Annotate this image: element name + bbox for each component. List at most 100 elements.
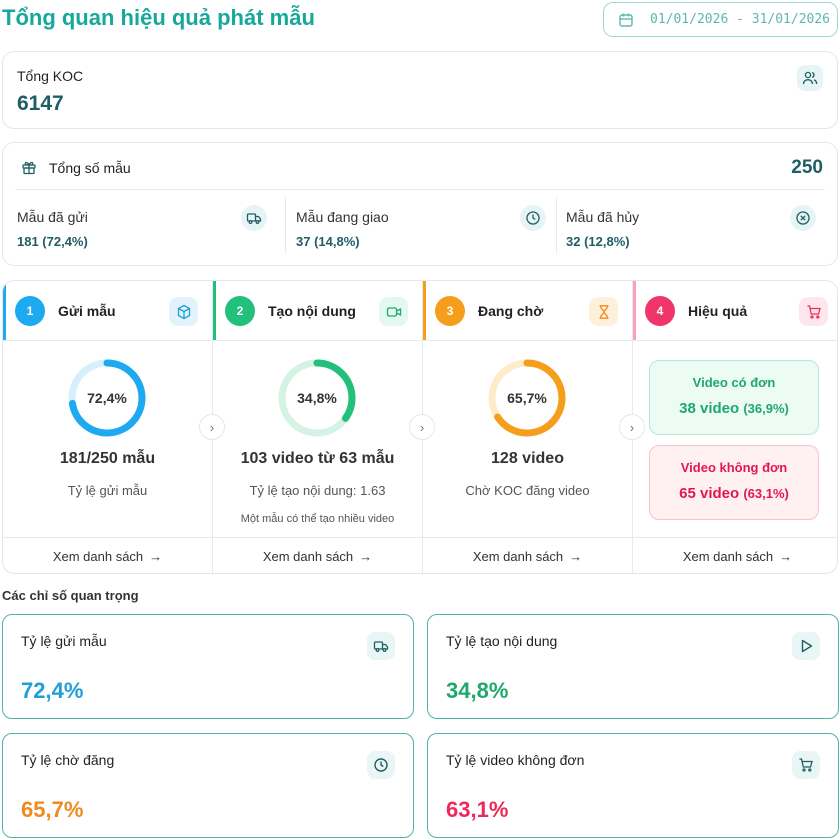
metric-value: 72,4% [21, 678, 84, 703]
box-icon [169, 297, 198, 326]
video-icon [379, 297, 408, 326]
stage-accent [633, 281, 636, 340]
samples-shipping-label: Mẫu đang giao [296, 209, 389, 225]
divider [285, 197, 286, 253]
stage-send-samples: 1 Gửi mẫu 72,4% 181/250 mẫu Tỷ lệ gửi mẫ… [3, 281, 212, 573]
chevron-right-icon: › [209, 419, 215, 435]
progress-ring [68, 359, 146, 437]
stage-accent [423, 281, 426, 340]
view-list-label: Xem danh sách [262, 549, 354, 564]
samples-shipping-stat: Mẫu đang giao 37 (14,8%) [286, 197, 556, 255]
truck-icon [367, 632, 395, 660]
users-icon [797, 65, 823, 91]
hourglass-icon [589, 297, 618, 326]
stage-subtitle: Tỷ lệ gửi mẫu [67, 483, 148, 498]
date-range-text: 01/01/2026 - 31/01/2026 [650, 12, 831, 27]
samples-sent-label: Mẫu đã gửi [17, 209, 88, 225]
stage-header: 3 Đang chờ [423, 281, 632, 341]
chevron-right-icon: › [629, 419, 635, 435]
stage-number-badge: 3 [435, 296, 465, 326]
gift-icon [22, 161, 36, 175]
video-without-order-value: 65 video (63,1%) [650, 485, 818, 502]
view-list-link[interactable]: Xem danh sách → [213, 537, 422, 573]
video-with-order-value: 38 video (36,9%) [650, 400, 818, 417]
metric-value: 65,7% [21, 797, 84, 822]
divider [556, 197, 557, 253]
video-without-order-count: 65 video [679, 485, 740, 502]
stage-title: Tạo nội dung [268, 303, 356, 319]
stage-header: 2 Tạo nội dung [213, 281, 422, 341]
clock-icon [367, 751, 395, 779]
metric-value: 34,8% [446, 678, 509, 703]
samples-cancelled-stat: Mẫu đã hủy 32 (12,8%) [556, 197, 826, 255]
progress-percent: 65,7% [507, 390, 547, 406]
samples-cancelled-value: 32 (12,8%) [566, 234, 630, 249]
progress-percent: 72,4% [87, 390, 127, 406]
page-header: Tổng quan hiệu quả phát mẫu 01/01/2026 -… [0, 0, 840, 40]
date-range-picker[interactable]: 01/01/2026 - 31/01/2026 [603, 2, 838, 37]
view-list-link[interactable]: Xem danh sách → [633, 537, 837, 573]
samples-sent-value: 181 (72,4%) [17, 234, 88, 249]
sample-pipeline: 1 Gửi mẫu 72,4% 181/250 mẫu Tỷ lệ gửi mẫ… [2, 280, 838, 574]
stage-subtitle: Chờ KOC đăng video [465, 483, 590, 498]
truck-icon [241, 205, 267, 231]
total-samples-value: 250 [791, 157, 823, 178]
stage-header: 1 Gửi mẫu [3, 281, 212, 341]
stage-waiting: 3 Đang chờ 65,7% 128 video Chờ KOC đăng … [423, 281, 632, 573]
stage-main-value: 103 video từ 63 mẫu [240, 450, 395, 467]
stage-accent [3, 281, 6, 340]
play-icon [792, 632, 820, 660]
samples-shipping-value: 37 (14,8%) [296, 234, 360, 249]
view-list-label: Xem danh sách [472, 549, 564, 564]
total-koc-card: Tổng KOC 6147 [2, 51, 838, 129]
video-without-order-percent: (63,1%) [743, 486, 789, 501]
stage-create-content: 2 Tạo nội dung 34,8% 103 video từ 63 mẫu… [213, 281, 422, 573]
calendar-icon [619, 13, 633, 27]
view-list-link[interactable]: Xem danh sách → [3, 537, 212, 573]
stage-note: Một mẫu có thể tạo nhiều video [240, 513, 395, 525]
stage-main-value: 128 video [491, 450, 564, 467]
page-title: Tổng quan hiệu quả phát mẫu [2, 5, 315, 30]
arrow-right-icon: → [149, 549, 163, 564]
next-stage-button[interactable]: › [409, 414, 435, 440]
cart-icon [792, 751, 820, 779]
stage-title: Gửi mẫu [58, 303, 116, 319]
video-without-order-title: Video không đơn [680, 460, 788, 475]
view-list-label: Xem danh sách [52, 549, 144, 564]
stage-subtitle: Tỷ lệ tạo nội dung: 1.63 [249, 483, 386, 498]
progress-percent: 34,8% [297, 390, 337, 406]
stage-main-value: 181/250 mẫu [59, 450, 156, 467]
metric-card-send-rate: Tỷ lệ gửi mẫu 72,4% [2, 614, 414, 719]
total-koc-label: Tổng KOC [17, 68, 84, 84]
total-samples-label: Tổng số mẫu [49, 160, 131, 176]
video-without-order-box: Video không đơn 65 video (63,1%) [649, 445, 819, 520]
metric-label: Tỷ lệ gửi mẫu [21, 633, 107, 649]
total-koc-value: 6147 [17, 92, 64, 115]
metric-label: Tỷ lệ video không đơn [446, 752, 585, 768]
divider [15, 189, 825, 190]
stage-number-badge: 1 [15, 296, 45, 326]
metric-label: Tỷ lệ chờ đăng [21, 752, 115, 768]
metric-card-no-order-rate: Tỷ lệ video không đơn 63,1% [427, 733, 839, 838]
arrow-right-icon: → [779, 549, 793, 564]
stage-number-badge: 2 [225, 296, 255, 326]
stage-number-badge: 4 [645, 296, 675, 326]
metric-card-content-rate: Tỷ lệ tạo nội dung 34,8% [427, 614, 839, 719]
samples-cancelled-label: Mẫu đã hủy [566, 209, 640, 225]
video-with-order-title: Video có đơn [692, 375, 776, 390]
cart-icon [799, 297, 828, 326]
view-list-link[interactable]: Xem danh sách → [423, 537, 632, 573]
x-circle-icon [790, 205, 816, 231]
arrow-right-icon: → [569, 549, 583, 564]
stage-accent [213, 281, 216, 340]
key-metrics-title: Các chỉ số quan trọng [2, 588, 139, 603]
next-stage-button[interactable]: › [619, 414, 645, 440]
total-samples-card: Tổng số mẫu 250 Mẫu đã gửi 181 (72,4%) M… [2, 142, 838, 266]
stage-header: 4 Hiệu quả [633, 281, 837, 341]
next-stage-button[interactable]: › [199, 414, 225, 440]
video-with-order-percent: (36,9%) [743, 401, 789, 416]
stage-effectiveness: 4 Hiệu quả Xem danh sách → [633, 281, 837, 573]
metric-value: 63,1% [446, 797, 509, 822]
chevron-right-icon: › [419, 419, 425, 435]
video-with-order-box: Video có đơn 38 video (36,9%) [649, 360, 819, 435]
